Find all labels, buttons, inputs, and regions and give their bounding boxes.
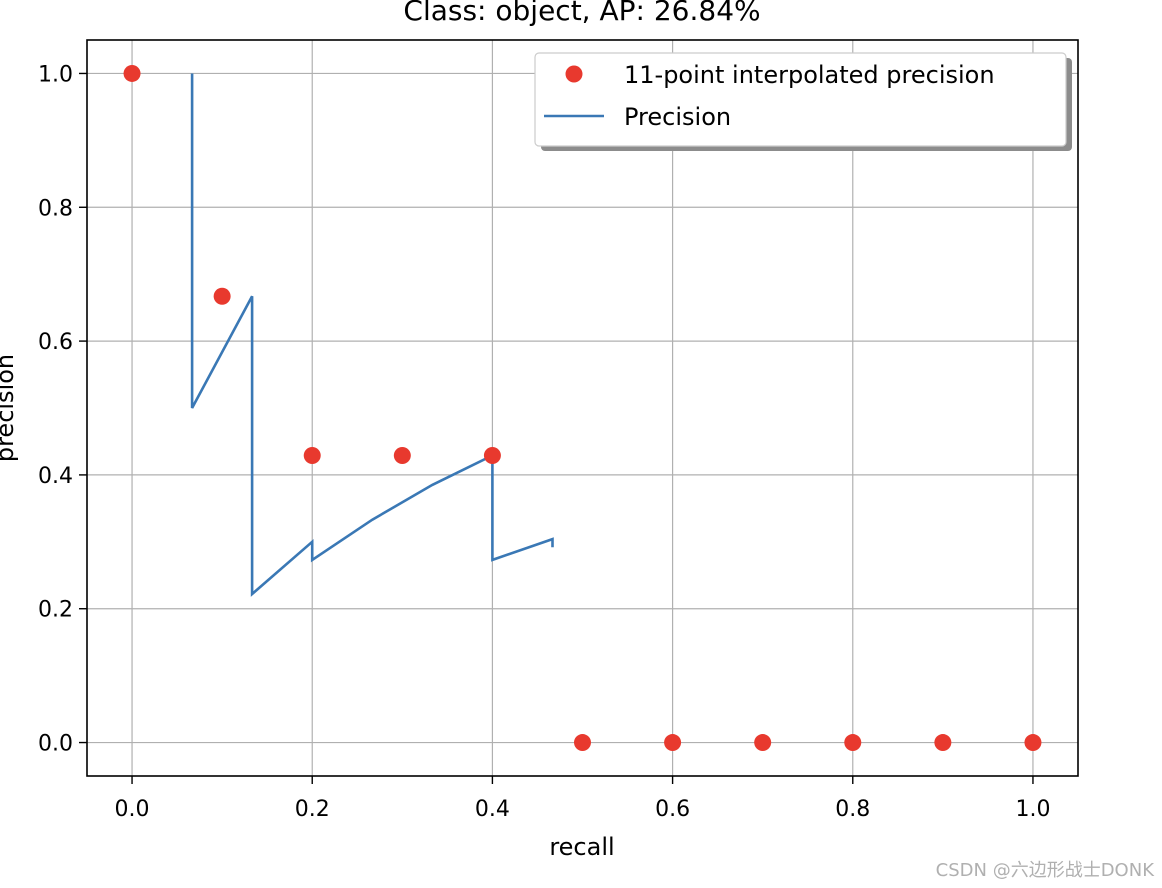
interpolated-precision-point [574,734,591,752]
precision-line-layer [190,73,554,597]
x-tick-label: 0.4 [475,797,510,822]
interpolated-precision-point [1024,734,1042,752]
x-tick-label: 0.8 [835,797,870,822]
y-tick-label: 0.0 [38,732,73,757]
interpolated-precision-point [303,447,321,465]
interpolated-precision-point [393,447,411,465]
interpolated-precision-point [664,734,682,752]
interpolated-precision-point [213,287,231,305]
x-axis-ticks: 0.0 0.2 0.4 0.6 0.8 1.0 [115,776,1050,822]
interpolated-precision-point [123,64,141,82]
interpolated-precision-point [483,447,501,465]
plot-frame [86,39,1079,777]
interpolated-points-layer [123,64,1042,752]
legend: 11-point interpolated precision Precisio… [534,52,1072,151]
interpolated-precision-point [844,734,862,752]
x-tick-label: 0.0 [115,797,150,822]
legend-label-interpolated: 11-point interpolated precision [624,61,995,89]
precision-line [190,73,554,597]
legend-scatter-marker [565,65,583,83]
chart-title: Class: object, AP: 26.84% [403,0,760,27]
x-axis-title: recall [549,833,614,861]
legend-label-precision: Precision [624,103,731,131]
x-tick-label: 0.6 [655,797,690,822]
x-tick-label: 1.0 [1015,797,1050,822]
y-axis-ticks: 0.0 0.2 0.4 0.6 0.8 1.0 [38,62,87,757]
interpolated-precision-point [754,734,772,752]
x-tick-label: 0.2 [295,797,330,822]
y-tick-label: 0.6 [38,330,73,355]
y-tick-label: 0.4 [38,464,73,489]
legend-box [534,52,1067,147]
y-tick-label: 1.0 [38,62,73,87]
watermark: CSDN @六边形战士DONK [935,860,1154,881]
interpolated-precision-point [934,734,952,752]
y-tick-label: 0.8 [38,196,73,221]
y-tick-label: 0.2 [38,598,73,623]
y-axis-title: precision [0,354,19,462]
